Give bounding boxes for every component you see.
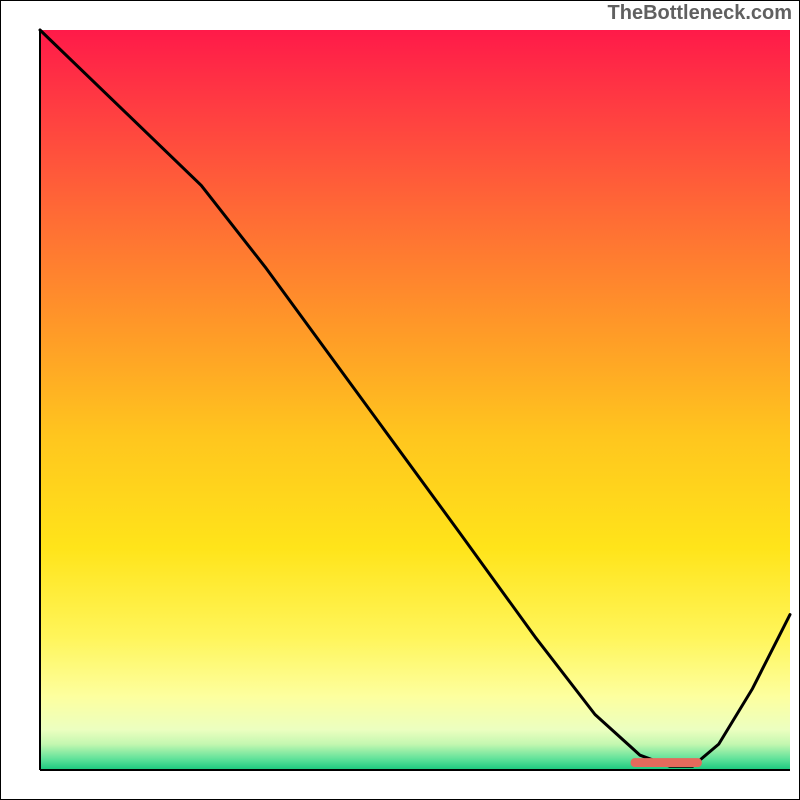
bottleneck-chart (0, 0, 800, 800)
optimal-range-marker (631, 758, 702, 767)
watermark-text: TheBottleneck.com (608, 2, 792, 25)
plot-background (40, 30, 790, 770)
chart-container: TheBottleneck.com (0, 0, 800, 800)
